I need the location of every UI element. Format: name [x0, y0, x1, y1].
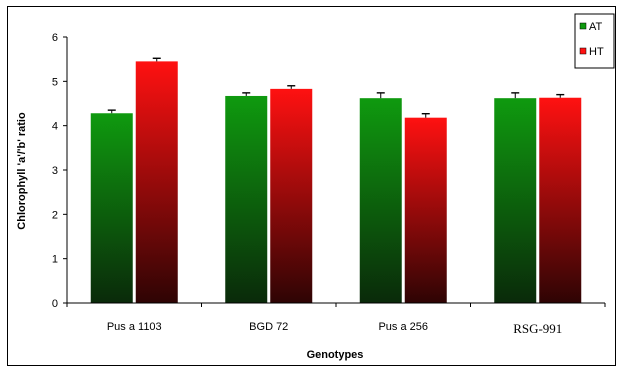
y-tick-label: 6 [52, 32, 58, 44]
legend-label-ht: HT [589, 46, 604, 58]
category-label-3: RSG-991 [513, 321, 562, 336]
bar-ht-1 [270, 88, 313, 304]
bar-at-3 [494, 98, 537, 304]
x-axis-title: Genotypes [307, 349, 364, 361]
bar-ht-2 [404, 117, 447, 303]
category-label-0: Pus a 1103 [107, 321, 162, 333]
legend-swatch-ht [579, 47, 587, 55]
bar-at-1 [225, 95, 268, 303]
y-ticks: 0 1 2 3 4 5 6 [52, 32, 67, 310]
bars-layer [90, 61, 582, 304]
error-bars-layer [107, 57, 565, 118]
category-label-2: Pus a 256 [378, 321, 428, 333]
y-tick-label: 4 [52, 121, 58, 133]
y-axis-title: Chlorophyll 'a'/'b' ratio [16, 112, 28, 230]
legend: AT HT [574, 13, 615, 69]
y-tick-label: 1 [52, 254, 58, 266]
category-labels: Pus a 1103 BGD 72 Pus a 256 RSG-991 [107, 321, 562, 336]
bar-at-0 [90, 113, 133, 304]
chart-plot: 0 1 2 3 4 5 6 Pus a 1103 BGD 72 Pus a 256 RSG-991… [16, 13, 615, 361]
bar-at-2 [359, 98, 402, 304]
y-tick-label: 2 [52, 209, 58, 221]
y-tick-label: 0 [52, 298, 58, 310]
legend-label-at: AT [589, 21, 603, 33]
legend-swatch-at [579, 22, 587, 30]
x-ticks [66, 303, 606, 307]
y-tick-label: 3 [52, 165, 58, 177]
y-tick-label: 5 [52, 76, 58, 88]
chart-frame: 0 1 2 3 4 5 6 Pus a 1103 BGD 72 Pus a 256 RSG-991… [7, 6, 616, 366]
bar-ht-0 [135, 61, 178, 304]
category-label-1: BGD 72 [249, 321, 288, 333]
bar-ht-3 [539, 97, 582, 303]
